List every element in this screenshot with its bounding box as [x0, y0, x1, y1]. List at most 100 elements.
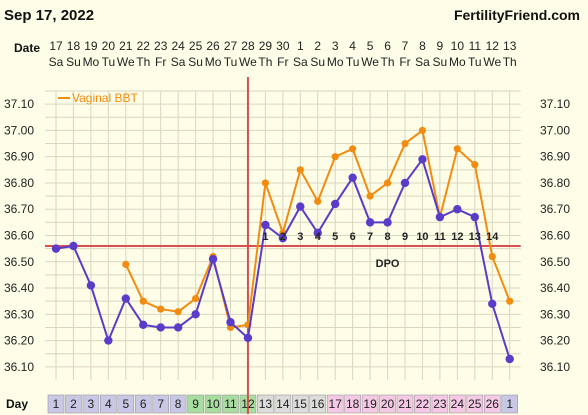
date-tick: 29 [259, 39, 273, 53]
data-point [470, 212, 479, 222]
y-tick-right: 36.20 [540, 334, 570, 348]
data-point [453, 205, 462, 214]
y-tick-left: 37.10 [4, 97, 34, 111]
dpo-number: 7 [367, 231, 373, 243]
cycle-day-box [100, 394, 117, 414]
y-tick-right: 36.70 [540, 202, 570, 216]
cycle-day-number: 11 [224, 397, 237, 411]
data-point [122, 260, 130, 268]
weekday-tick: Sa [293, 55, 308, 69]
data-point [157, 305, 165, 313]
dpo-number: 6 [350, 231, 356, 243]
data-point [366, 192, 374, 200]
data-point [208, 254, 218, 264]
dpo-number: 5 [332, 231, 338, 243]
date-tick: 7 [402, 39, 409, 53]
cycle-day-box [65, 394, 82, 414]
data-point [383, 179, 392, 187]
weekday-tick: Tu [346, 55, 360, 69]
date-row-label: Date [14, 41, 40, 55]
date-tick: 27 [224, 39, 238, 53]
data-point [506, 297, 514, 305]
cycle-day-box [414, 394, 431, 414]
chart-date-title: Sep 17, 2022 [4, 7, 94, 24]
data-point [383, 218, 392, 227]
cycle-day-number: 25 [468, 397, 482, 411]
cycle-day-number: 8 [175, 397, 182, 411]
y-tick-right: 36.10 [540, 360, 570, 374]
weekday-tick: Th [258, 55, 272, 69]
grid-layer [45, 77, 521, 414]
data-point [192, 294, 200, 303]
cycle-day-number: 2 [70, 397, 77, 411]
cycle-day-box [309, 394, 327, 414]
data-point [296, 202, 305, 211]
weekday-tick: We [117, 55, 135, 69]
date-tick: 10 [451, 39, 465, 53]
data-point [331, 153, 339, 161]
date-tick: 24 [171, 39, 185, 53]
weekday-tick: Sa [415, 55, 430, 69]
cycle-day-box [379, 394, 396, 414]
cycle-day-number: 17 [329, 397, 343, 411]
dpo-number: 9 [402, 231, 408, 243]
weekday-tick: We [239, 55, 257, 69]
cycle-day-box [274, 394, 292, 414]
label-layer: 37.10 37.10 37.00 37.00 36.90 36.90 36.80 36.80… [4, 39, 570, 411]
y-tick-left: 36.20 [4, 334, 34, 348]
cycle-day-number: 6 [140, 397, 147, 411]
date-tick: 26 [206, 39, 220, 53]
data-point [331, 199, 340, 209]
date-tick: 9 [437, 39, 444, 53]
dpo-number: 8 [384, 231, 390, 243]
data-point [174, 308, 182, 316]
cycle-day-number: 23 [433, 397, 447, 411]
dpo-number: 4 [315, 231, 322, 243]
cycle-day-box [47, 394, 65, 414]
date-tick: 21 [119, 39, 133, 53]
y-tick-left: 36.40 [4, 281, 34, 295]
y-tick-left: 37.00 [4, 123, 34, 137]
data-point [314, 197, 322, 205]
cycle-day-box [257, 394, 274, 414]
cycle-day-number: 14 [276, 397, 290, 411]
date-tick: 18 [67, 39, 81, 53]
dpo-number: 11 [434, 231, 446, 243]
data-point [191, 310, 200, 319]
weekday-tick: Fr [277, 55, 288, 69]
y-tick-right: 36.50 [540, 255, 570, 269]
cycle-day-box [222, 394, 239, 414]
cycle-day-box [152, 394, 169, 414]
weekday-tick: Su [188, 55, 203, 69]
y-tick-right: 37.00 [540, 123, 570, 137]
weekday-tick: Mo [449, 55, 466, 69]
cycle-day-number: 1 [53, 397, 60, 411]
cycle-day-number: 26 [486, 397, 500, 411]
cycle-day-number: 3 [88, 397, 95, 411]
data-point [243, 333, 253, 343]
cycle-day-number: 18 [346, 397, 360, 411]
data-point [261, 220, 270, 230]
dpo-number: 1 [262, 231, 268, 243]
data-point [488, 299, 497, 309]
date-tick: 22 [137, 39, 151, 53]
data-point [435, 212, 445, 222]
weekday-tick: Mo [327, 55, 344, 69]
data-point [418, 126, 427, 135]
y-tick-left: 36.70 [4, 202, 34, 216]
y-tick-right: 36.30 [540, 307, 570, 321]
date-tick: 6 [384, 39, 391, 53]
data-point [278, 233, 288, 243]
legend-label: Vaginal BBT [72, 91, 138, 105]
weekday-tick: Th [381, 55, 395, 69]
data-point [296, 166, 304, 174]
data-point [104, 336, 113, 345]
date-tick: 25 [189, 39, 203, 53]
cycle-day-number: 12 [241, 397, 255, 411]
weekday-tick: Tu [224, 55, 238, 69]
y-tick-right: 36.90 [540, 150, 570, 164]
cycle-day-number: 13 [259, 397, 273, 411]
y-tick-left: 36.10 [4, 360, 34, 374]
data-point [156, 323, 165, 332]
